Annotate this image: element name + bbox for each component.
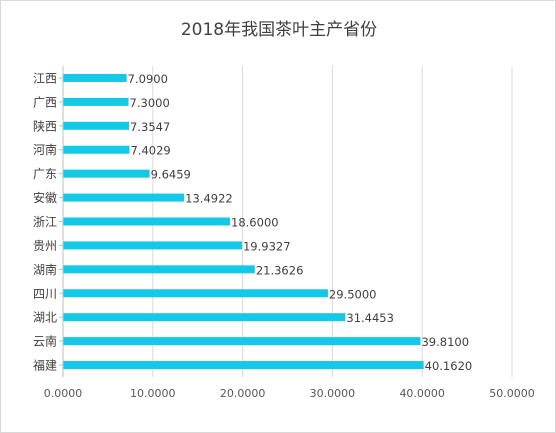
bar-6 [63,217,231,226]
x-tick-label-3: 30.0000 [310,387,356,400]
bar-12 [63,361,424,370]
bar-9 [63,289,328,298]
category-label-6: 浙江 [33,215,57,229]
category-label-1: 广西 [33,95,57,109]
bar-7 [63,241,242,250]
value-label-11: 39.8100 [421,335,469,349]
value-label-3: 7.4029 [130,144,170,158]
x-tick-label-4: 40.0000 [399,387,445,400]
bar-11 [63,337,421,346]
category-label-3: 河南 [33,142,57,157]
x-tick-label-1: 10.0000 [130,387,176,400]
x-tick-label-5: 50.0000 [489,387,535,400]
axes [59,66,64,377]
value-label-8: 21.3626 [256,263,304,277]
bar-10 [63,313,346,322]
value-label-9: 29.5000 [329,287,377,301]
value-label-0: 7.0900 [128,72,168,86]
value-label-5: 13.4922 [185,192,233,206]
value-label-1: 7.3000 [130,96,170,110]
bar-1 [63,97,129,106]
category-label-7: 贵州 [33,239,57,253]
bar-4 [63,169,150,178]
category-label-12: 福建 [33,358,57,373]
category-label-9: 四川 [33,287,57,301]
category-label-4: 广东 [33,167,57,181]
value-label-12: 40.1620 [425,359,473,373]
category-label-5: 安徽 [33,190,57,205]
labels: 0.0000 10.0000 20.0000 30.0000 40.0000 50.000… [33,71,535,400]
bar-3 [63,145,130,154]
category-label-8: 湖南 [33,262,57,277]
x-tick-label-2: 20.0000 [220,387,266,400]
bar-0 [63,73,127,82]
value-label-2: 7.3547 [130,120,170,134]
bar-2 [63,121,130,130]
bar-8 [63,265,255,274]
category-label-10: 湖北 [33,310,57,325]
bars [63,73,424,370]
category-label-11: 云南 [33,334,57,349]
value-label-10: 31.4453 [346,311,394,325]
category-label-0: 江西 [33,71,57,85]
category-label-2: 陕西 [33,118,57,133]
value-label-7: 19.9327 [243,239,291,253]
x-tick-label-0: 0.0000 [44,387,83,400]
chart-title: 2018年我国茶叶主产省份 [180,20,378,40]
value-label-4: 9.6459 [151,168,191,182]
bar-5 [63,193,185,202]
value-label-6: 18.6000 [231,216,279,230]
